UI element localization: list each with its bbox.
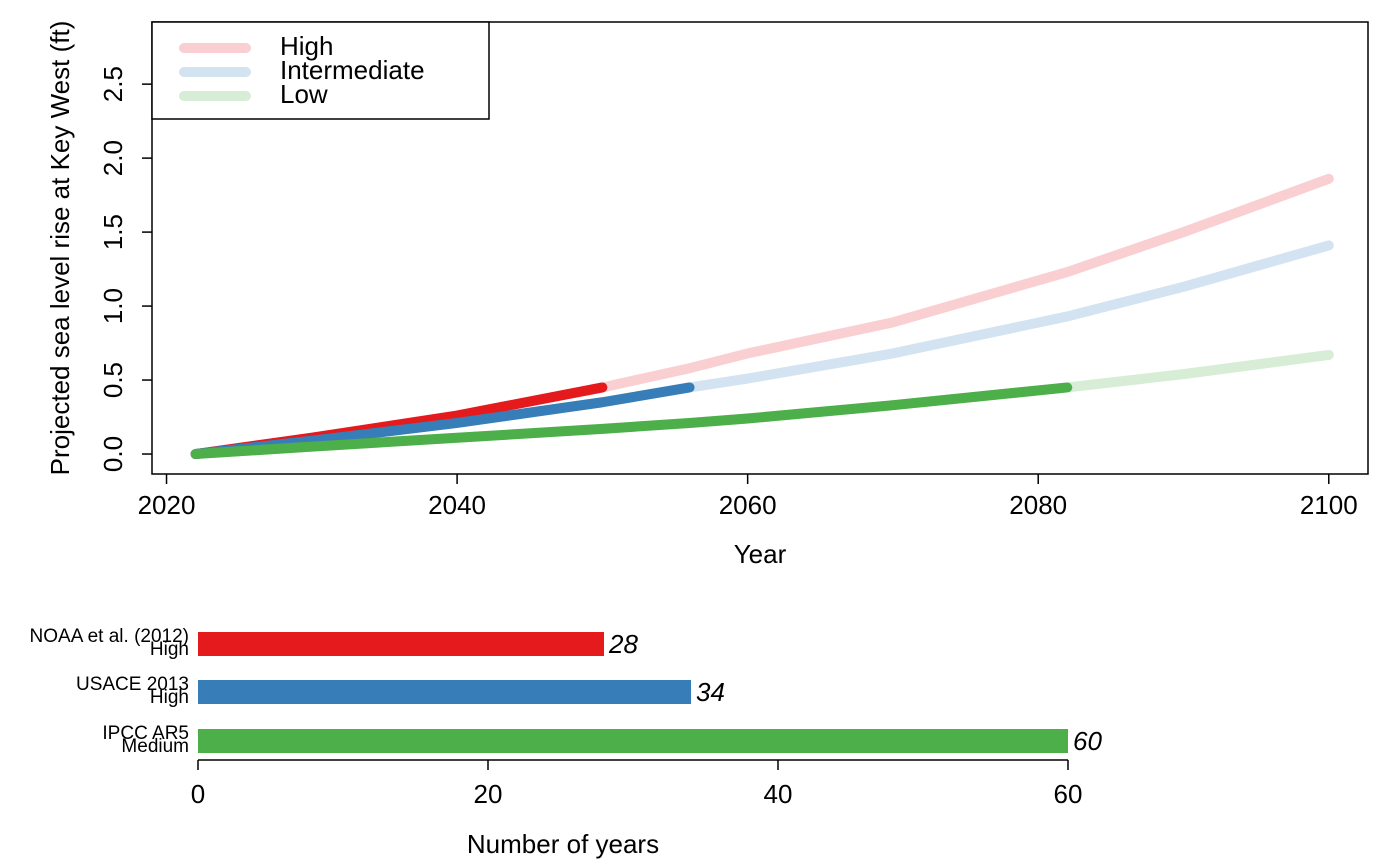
value-label: 60 xyxy=(1073,726,1102,756)
y-axis-label: Projected sea level rise at Key West (ft… xyxy=(45,21,75,476)
category-label: High xyxy=(150,687,189,708)
x-tick-label: 60 xyxy=(1054,779,1083,809)
x-tick-label: 2080 xyxy=(1009,490,1067,520)
category-label: High xyxy=(150,639,189,660)
y-tick-label: 1.5 xyxy=(98,214,128,250)
y-tick-label: 0.5 xyxy=(98,362,128,398)
category-label: NOAA et al. (2012) xyxy=(30,626,189,647)
x-tick-label: 0 xyxy=(191,779,205,809)
legend-label: Low xyxy=(280,79,328,109)
bar xyxy=(198,680,691,704)
bar xyxy=(198,632,604,656)
y-tick-label: 1.0 xyxy=(98,288,128,324)
legend-label: Intermediate xyxy=(280,55,425,85)
y-tick-label: 0.0 xyxy=(98,436,128,472)
bar xyxy=(198,729,1068,753)
x-tick-label: 2100 xyxy=(1300,490,1358,520)
category-label: USACE 2013 xyxy=(76,674,189,695)
x-tick-label: 20 xyxy=(474,779,503,809)
series-line xyxy=(190,382,695,460)
y-tick-label: 2.5 xyxy=(98,66,128,102)
value-label: 34 xyxy=(696,677,725,707)
x-axis-label: Year xyxy=(734,539,787,569)
x-axis-label: Number of years xyxy=(467,829,659,859)
legend-label: High xyxy=(280,31,333,61)
value-label: 28 xyxy=(608,629,638,659)
x-tick-label: 2040 xyxy=(428,490,486,520)
series-line xyxy=(190,382,1073,460)
category-label: Medium xyxy=(121,736,189,757)
category-label: IPCC AR5 xyxy=(102,723,189,744)
plot-box xyxy=(151,21,1369,475)
x-tick-label: 40 xyxy=(764,779,793,809)
x-tick-label: 2020 xyxy=(138,490,196,520)
y-tick-label: 2.0 xyxy=(98,140,128,176)
x-tick-label: 2060 xyxy=(719,490,777,520)
